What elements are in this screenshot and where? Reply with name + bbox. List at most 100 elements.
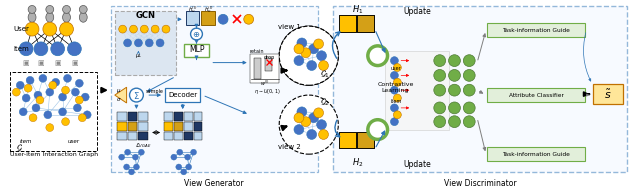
Circle shape: [52, 78, 60, 86]
Bar: [184, 122, 193, 131]
Circle shape: [394, 64, 401, 72]
Text: $H_1$: $H_1$: [352, 3, 364, 16]
Circle shape: [434, 116, 445, 128]
Circle shape: [294, 125, 304, 134]
Circle shape: [129, 169, 134, 175]
Circle shape: [463, 116, 475, 128]
Circle shape: [390, 72, 398, 79]
Bar: [339, 15, 356, 32]
Circle shape: [79, 5, 87, 13]
Circle shape: [294, 56, 304, 65]
Circle shape: [368, 46, 388, 65]
Circle shape: [81, 93, 89, 101]
Circle shape: [390, 104, 398, 112]
Text: view 2: view 2: [278, 144, 300, 150]
Circle shape: [156, 39, 164, 47]
Circle shape: [124, 164, 129, 170]
Text: ▣: ▣: [23, 60, 29, 66]
Bar: [357, 132, 374, 148]
Circle shape: [434, 70, 445, 81]
Circle shape: [308, 44, 319, 54]
Circle shape: [59, 108, 67, 116]
Text: $w^{(l)}$: $w^{(l)}$: [260, 79, 269, 88]
Text: retain: retain: [250, 49, 264, 54]
Bar: [202, 11, 215, 25]
Circle shape: [63, 74, 72, 82]
Text: user: user: [67, 139, 79, 144]
Text: Contrastive
Learning: Contrastive Learning: [377, 82, 413, 93]
Circle shape: [132, 154, 138, 160]
Circle shape: [368, 120, 388, 139]
Circle shape: [180, 169, 187, 175]
Circle shape: [12, 88, 20, 96]
Circle shape: [134, 39, 142, 47]
Circle shape: [39, 74, 47, 82]
Bar: [116, 112, 127, 121]
Circle shape: [394, 111, 401, 119]
Text: Update: Update: [403, 160, 431, 169]
Circle shape: [294, 44, 304, 54]
FancyBboxPatch shape: [111, 6, 317, 172]
Circle shape: [25, 22, 39, 36]
Circle shape: [434, 102, 445, 114]
Ellipse shape: [28, 12, 36, 22]
Text: $\Sigma$: $\Sigma$: [133, 90, 140, 101]
Bar: [138, 112, 148, 121]
Circle shape: [51, 42, 65, 56]
Circle shape: [314, 39, 324, 49]
FancyBboxPatch shape: [333, 6, 627, 172]
Circle shape: [279, 26, 339, 85]
Text: $h_v^{(l)}$: $h_v^{(l)}$: [204, 4, 213, 15]
Circle shape: [186, 164, 191, 170]
Text: drop: drop: [264, 55, 275, 60]
Circle shape: [394, 94, 401, 102]
Circle shape: [140, 25, 148, 33]
Bar: [127, 112, 138, 121]
Bar: [487, 147, 586, 161]
Bar: [487, 23, 586, 37]
Text: ▣: ▣: [38, 60, 44, 66]
Circle shape: [46, 88, 54, 96]
Circle shape: [463, 84, 475, 96]
Text: User-item Interaction Graph: User-item Interaction Graph: [10, 152, 98, 157]
Circle shape: [134, 164, 140, 170]
Bar: [165, 88, 200, 102]
Circle shape: [16, 81, 24, 89]
Circle shape: [449, 116, 460, 128]
Circle shape: [390, 57, 398, 64]
Ellipse shape: [46, 12, 54, 22]
Circle shape: [434, 84, 445, 96]
Circle shape: [151, 25, 159, 33]
FancyBboxPatch shape: [10, 73, 97, 151]
Text: $\mathcal{L}_{VGAE}$: $\mathcal{L}_{VGAE}$: [135, 141, 152, 150]
Circle shape: [171, 154, 177, 160]
Circle shape: [449, 55, 460, 66]
Text: Item: Item: [13, 46, 29, 52]
Text: Task-information Guide: Task-information Guide: [502, 152, 570, 157]
Text: Attribute Classifier: Attribute Classifier: [509, 93, 564, 98]
Circle shape: [177, 149, 182, 155]
Circle shape: [34, 91, 42, 99]
Text: $\oplus$: $\oplus$: [193, 30, 200, 39]
Circle shape: [28, 5, 36, 13]
Bar: [193, 122, 202, 131]
Polygon shape: [115, 87, 127, 103]
Circle shape: [34, 42, 48, 56]
Bar: [138, 132, 148, 140]
Circle shape: [185, 154, 191, 160]
Circle shape: [297, 107, 307, 117]
Bar: [186, 11, 200, 25]
Bar: [385, 51, 449, 130]
Circle shape: [317, 51, 326, 61]
Circle shape: [162, 25, 170, 33]
Circle shape: [301, 48, 311, 58]
Bar: [357, 132, 374, 148]
Circle shape: [19, 108, 27, 116]
Circle shape: [138, 149, 144, 155]
Circle shape: [390, 118, 398, 126]
Circle shape: [26, 76, 34, 84]
Text: $\mathcal{G}_2$: $\mathcal{G}_2$: [321, 96, 330, 108]
Text: item: item: [390, 100, 402, 104]
Text: Update: Update: [403, 7, 431, 16]
Text: $H_2$: $H_2$: [352, 157, 364, 169]
